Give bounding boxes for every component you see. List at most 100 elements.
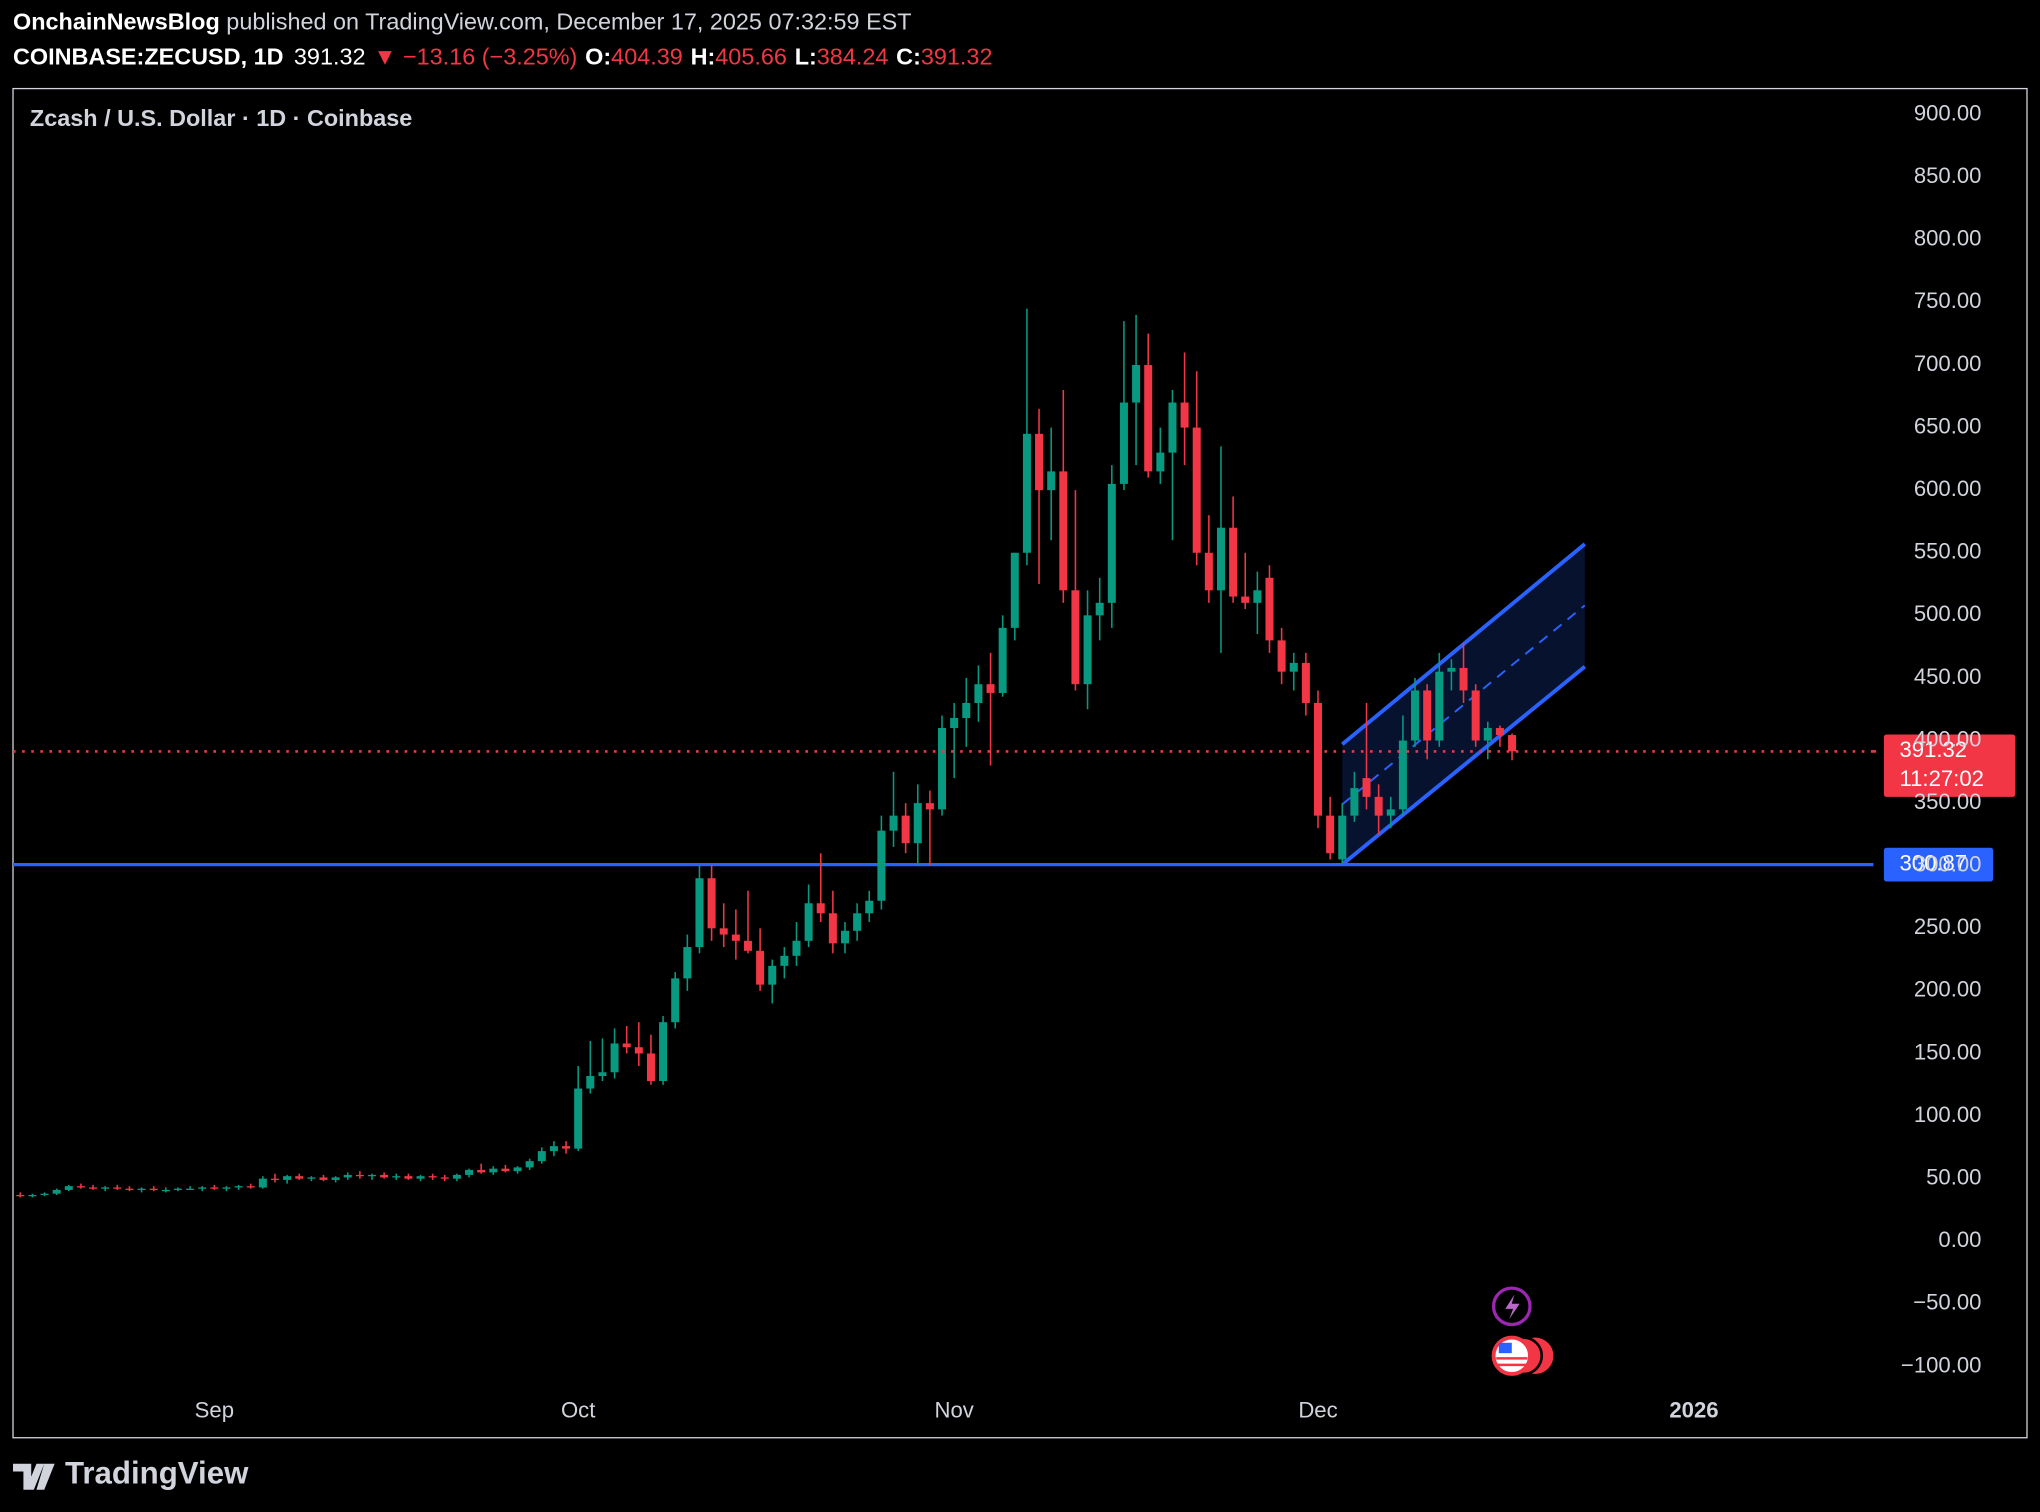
ohlc-line: COINBASE:ZECUSD, 1D 391.32 ▼ −13.16 (−3.25… bbox=[13, 44, 992, 70]
candle-body bbox=[16, 1194, 25, 1197]
candle-body bbox=[1144, 364, 1153, 472]
candle-body bbox=[525, 1161, 534, 1168]
lightning bbox=[1505, 1294, 1520, 1320]
candle-body bbox=[40, 1193, 49, 1195]
candle-body bbox=[331, 1177, 340, 1180]
candle-body bbox=[307, 1177, 316, 1179]
published: published on TradingView.com, December 1… bbox=[220, 9, 912, 35]
candle-body bbox=[513, 1167, 522, 1172]
hline-label-box bbox=[1883, 847, 1994, 882]
candle-body bbox=[853, 913, 862, 931]
brand: TradingView bbox=[65, 1456, 249, 1491]
candle-body bbox=[1508, 735, 1517, 752]
y-tick-label: 800.00 bbox=[1914, 226, 1982, 251]
candle-body bbox=[683, 947, 692, 979]
candle-body bbox=[659, 1022, 668, 1082]
candle-body bbox=[452, 1174, 461, 1179]
candle-body bbox=[1229, 527, 1238, 597]
candle-body bbox=[549, 1146, 558, 1152]
chart-frame bbox=[12, 87, 2028, 1439]
countdown: 11:27:02 bbox=[1899, 766, 1983, 791]
candle-body bbox=[1326, 815, 1335, 854]
candle-body bbox=[889, 815, 898, 831]
candle-body bbox=[768, 965, 777, 985]
y-tick-label: 0.00 bbox=[1938, 1227, 1981, 1252]
candle-body bbox=[1253, 590, 1262, 603]
x-tick-label: Oct bbox=[561, 1398, 595, 1423]
ohlc-value: 391.32 bbox=[921, 44, 993, 70]
candle-body bbox=[368, 1174, 377, 1177]
candle-body bbox=[1423, 690, 1432, 741]
candle-body bbox=[1168, 402, 1177, 453]
candle-body bbox=[1132, 364, 1141, 403]
candle-body bbox=[428, 1176, 437, 1178]
candle-body bbox=[974, 684, 983, 703]
candle-body bbox=[828, 913, 837, 944]
candle-body bbox=[938, 728, 947, 810]
candle-body bbox=[598, 1072, 607, 1077]
candle-body bbox=[1047, 471, 1056, 491]
candle-body bbox=[222, 1187, 231, 1189]
candle-body bbox=[1301, 662, 1310, 703]
candle-body bbox=[707, 878, 716, 929]
x-tick-label: Dec bbox=[1298, 1398, 1337, 1423]
ohlc-label: H: bbox=[691, 44, 716, 70]
candle-body bbox=[865, 900, 874, 914]
candle-body bbox=[1495, 728, 1504, 736]
candle-body bbox=[1277, 640, 1286, 672]
candle-body bbox=[743, 940, 752, 951]
candle-body bbox=[186, 1188, 195, 1190]
y-tick-label: 300.00 bbox=[1914, 852, 1982, 877]
candle-body bbox=[1180, 402, 1189, 428]
y-tick-label: 600.00 bbox=[1914, 476, 1982, 501]
candle-body bbox=[489, 1168, 498, 1173]
candle-body bbox=[210, 1187, 219, 1189]
candle-body bbox=[1362, 778, 1371, 797]
y-tick-label: −100.00 bbox=[1901, 1352, 1982, 1377]
candle-body bbox=[52, 1189, 61, 1194]
candle-body bbox=[1338, 815, 1347, 860]
candle-body bbox=[1095, 602, 1104, 616]
y-tick-label: 750.00 bbox=[1914, 288, 1982, 313]
candle-body bbox=[404, 1176, 413, 1179]
y-tick-label: 200.00 bbox=[1914, 977, 1982, 1002]
y-tick-label: 150.00 bbox=[1914, 1039, 1982, 1064]
candle-body bbox=[1435, 671, 1444, 741]
candle-body bbox=[465, 1169, 474, 1175]
candle-body bbox=[695, 878, 704, 948]
hline-label: 300.87 bbox=[1899, 850, 1967, 875]
price-label: 391.32 bbox=[1899, 737, 1967, 762]
candle-body bbox=[1022, 433, 1031, 553]
candle-body bbox=[1398, 740, 1407, 810]
candle-body bbox=[1313, 702, 1323, 816]
candle-body bbox=[1204, 552, 1213, 591]
y-tick-label: 850.00 bbox=[1914, 163, 1982, 188]
candle-body bbox=[198, 1187, 207, 1189]
candle-body bbox=[1386, 809, 1395, 816]
candle-body bbox=[610, 1043, 619, 1073]
candle-body bbox=[925, 803, 934, 810]
candle-body bbox=[283, 1176, 292, 1180]
candle-body bbox=[440, 1177, 449, 1179]
candle-body bbox=[792, 940, 801, 956]
candle-body bbox=[1289, 662, 1298, 672]
author: OnchainNewsBlog bbox=[13, 9, 220, 35]
candle-body bbox=[1483, 728, 1492, 741]
candle-body bbox=[671, 978, 680, 1023]
x-tick-label: 2026 bbox=[1669, 1398, 1718, 1423]
y-tick-label: 650.00 bbox=[1914, 413, 1982, 438]
candle-body bbox=[586, 1076, 595, 1089]
candle-body bbox=[1192, 427, 1201, 553]
candle-body bbox=[634, 1047, 643, 1054]
ohlc-value: 404.39 bbox=[611, 44, 683, 70]
candle-body bbox=[258, 1178, 267, 1188]
candle-body bbox=[319, 1177, 328, 1180]
candle-body bbox=[1119, 402, 1128, 484]
ohlc-label: C: bbox=[896, 44, 921, 70]
event-icon[interactable] bbox=[1491, 1286, 1532, 1327]
candle-body bbox=[901, 815, 910, 844]
candle-body bbox=[89, 1187, 98, 1189]
price-label-box bbox=[1883, 734, 2016, 797]
candle-body bbox=[1010, 552, 1019, 628]
ohlc-value: 384.24 bbox=[817, 44, 889, 70]
